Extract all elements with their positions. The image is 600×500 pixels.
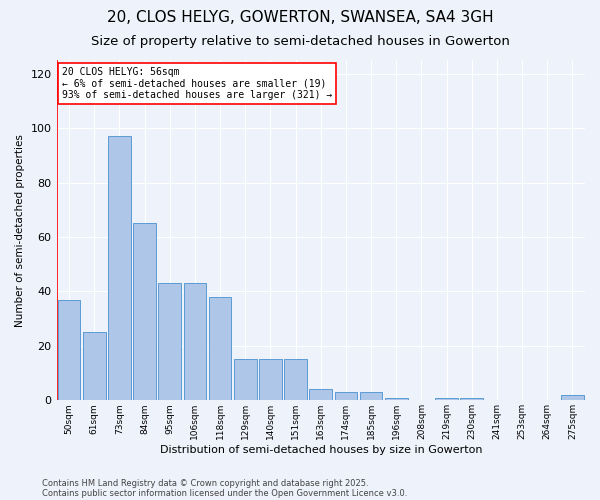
Bar (561, 395, 584, 400)
Bar (234, 360, 257, 401)
Bar (460, 398, 483, 400)
Text: Contains public sector information licensed under the Open Government Licence v3: Contains public sector information licen… (42, 488, 407, 498)
Bar (209, 297, 232, 401)
Text: 20, CLOS HELYG, GOWERTON, SWANSEA, SA4 3GH: 20, CLOS HELYG, GOWERTON, SWANSEA, SA4 3… (107, 10, 493, 25)
Bar (284, 360, 307, 401)
Bar (158, 283, 181, 401)
Bar (184, 283, 206, 401)
Bar (83, 332, 106, 400)
Bar (435, 398, 458, 400)
Text: Contains HM Land Registry data © Crown copyright and database right 2025.: Contains HM Land Registry data © Crown c… (42, 478, 368, 488)
Bar (335, 392, 357, 400)
Bar (133, 224, 156, 400)
Y-axis label: Number of semi-detached properties: Number of semi-detached properties (15, 134, 25, 326)
Text: 20 CLOS HELYG: 56sqm
← 6% of semi-detached houses are smaller (19)
93% of semi-d: 20 CLOS HELYG: 56sqm ← 6% of semi-detach… (62, 67, 332, 100)
Bar (58, 300, 80, 400)
Bar (360, 392, 382, 400)
Bar (259, 360, 282, 401)
Text: Size of property relative to semi-detached houses in Gowerton: Size of property relative to semi-detach… (91, 35, 509, 48)
Bar (385, 398, 407, 400)
Bar (310, 390, 332, 400)
Bar (108, 136, 131, 400)
X-axis label: Distribution of semi-detached houses by size in Gowerton: Distribution of semi-detached houses by … (160, 445, 482, 455)
